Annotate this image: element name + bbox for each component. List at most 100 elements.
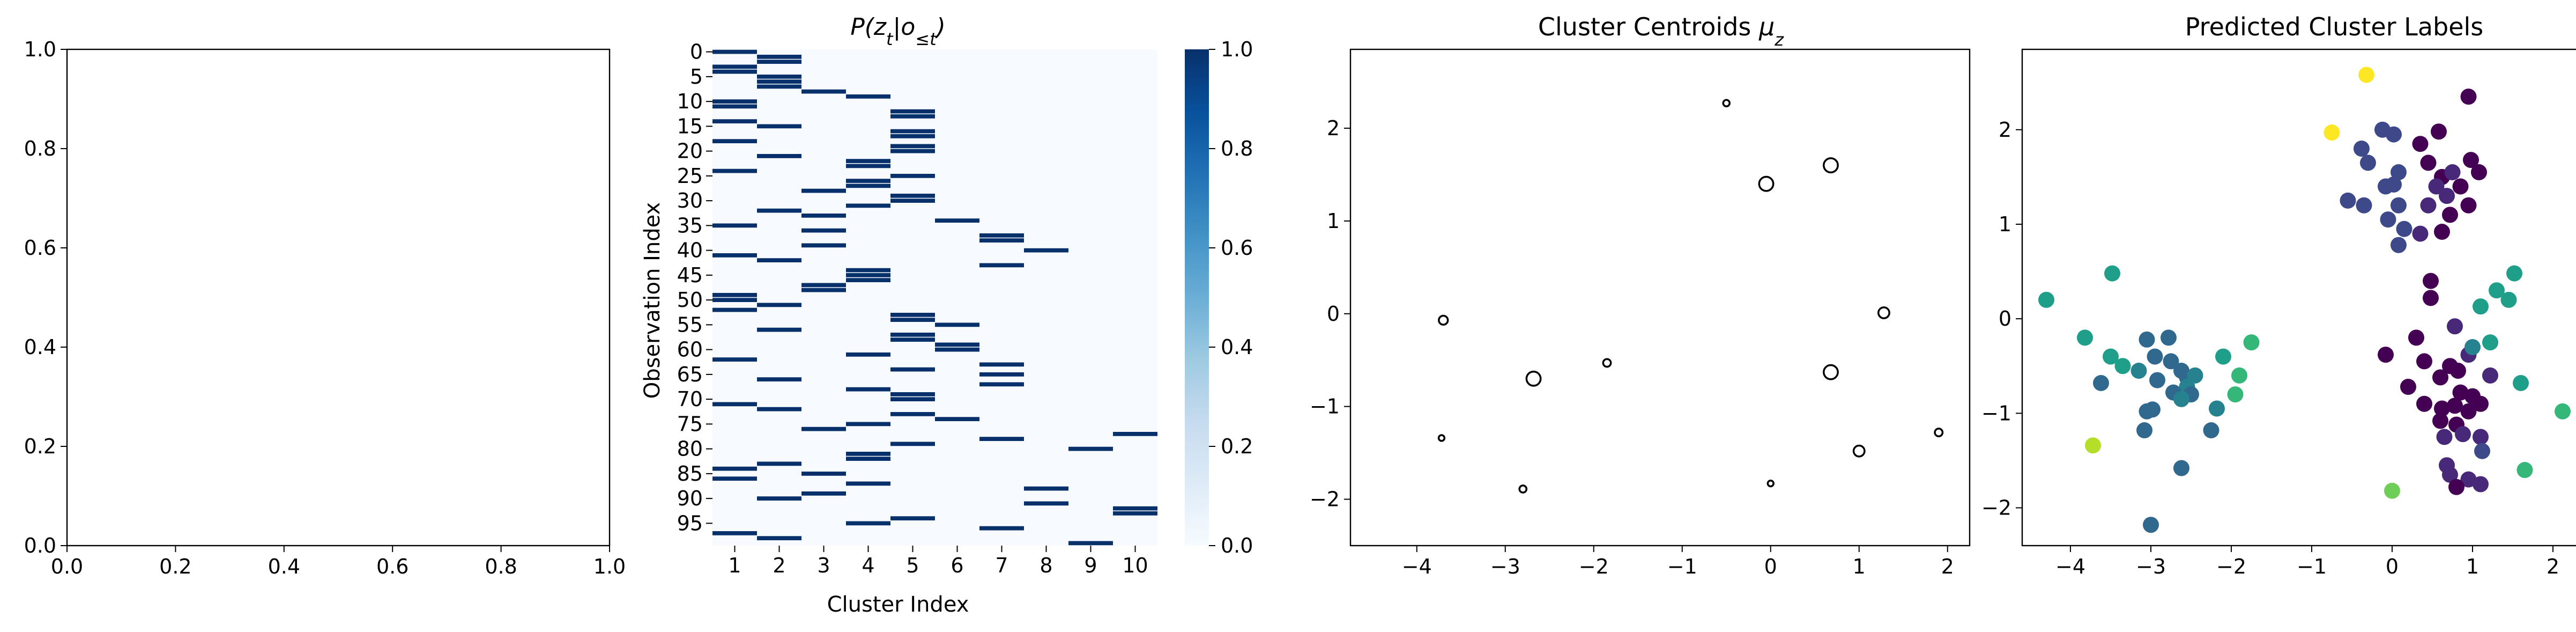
cluster-point xyxy=(2444,164,2461,181)
cluster-point xyxy=(2489,282,2505,299)
heatmap-y-tick-label: 5 xyxy=(690,65,703,89)
heatmap-y-tick-label: 45 xyxy=(677,263,703,287)
cluster-point xyxy=(2420,155,2437,171)
heatmap-x-tick-label: 3 xyxy=(817,554,830,577)
heatmap-cell xyxy=(846,94,890,99)
heatmap-cell xyxy=(935,218,979,223)
cluster-point xyxy=(2473,395,2489,412)
heatmap-title: P(zt|o≤t) xyxy=(850,13,946,49)
heatmap-panel: P(zt|o≤t) Cluster Index Observation Inde… xyxy=(640,13,1253,617)
heatmap-cell xyxy=(890,134,935,138)
labels-y-tick-label: −1 xyxy=(1981,401,2011,425)
heatmap-x-axis-label: Cluster Index xyxy=(827,592,969,617)
heatmap-y-tick-label: 10 xyxy=(677,90,703,113)
heatmap-cell xyxy=(712,476,757,481)
heatmap-cell xyxy=(801,213,846,218)
heatmap-cell xyxy=(757,303,801,307)
centroid-marker xyxy=(1934,428,1944,438)
cluster-point xyxy=(2432,413,2448,429)
plot-area xyxy=(1350,49,1970,546)
cluster-point xyxy=(2434,400,2450,417)
heatmap-cell xyxy=(801,288,846,292)
heatmap-x-tick-label: 8 xyxy=(1040,554,1052,577)
cluster-point xyxy=(2143,517,2159,533)
heatmap-cell xyxy=(757,54,801,59)
heatmap-cell xyxy=(846,203,890,208)
labels-x-tick-label: −2 xyxy=(2216,555,2246,578)
cluster-point xyxy=(2209,400,2225,417)
cluster-point xyxy=(2161,329,2177,346)
centroid-marker xyxy=(1823,157,1839,174)
cluster-point xyxy=(2384,482,2400,499)
centroid-marker xyxy=(1525,370,1542,387)
labels-x-tick-label: 2 xyxy=(2547,555,2559,578)
heatmap-y-tick-label: 85 xyxy=(677,462,703,486)
heatmap-cell xyxy=(712,531,757,535)
heatmap-cell xyxy=(757,79,801,84)
cluster-point xyxy=(2391,237,2407,253)
heatmap-cell xyxy=(890,144,935,149)
heatmap-y-tick-label: 70 xyxy=(677,387,703,411)
cluster-point xyxy=(2227,386,2244,403)
cluster-point xyxy=(2452,384,2469,401)
heatmap-cell xyxy=(1113,431,1157,436)
heatmap-background xyxy=(712,49,1157,546)
centroid-marker xyxy=(1766,480,1775,488)
heatmap-cell xyxy=(757,536,801,541)
labels-x-tick-label: −3 xyxy=(2136,555,2166,578)
heatmap-y-tick-label: 95 xyxy=(677,511,703,535)
panel1-x-tick-label: 0.2 xyxy=(159,555,191,578)
heatmap-cell xyxy=(890,312,935,317)
heatmap-cell xyxy=(712,119,757,124)
heatmap-cell xyxy=(757,461,801,466)
heatmap-cell xyxy=(757,208,801,213)
heatmap-y-tick-label: 15 xyxy=(677,114,703,138)
heatmap-cell xyxy=(757,496,801,501)
heatmap-x-tick-label: 6 xyxy=(951,554,963,577)
heatmap-cell xyxy=(846,183,890,188)
heatmap-cell xyxy=(979,382,1024,387)
heatmap-cell xyxy=(1068,446,1113,451)
heatmap-cell xyxy=(757,84,801,89)
cluster-point xyxy=(2500,291,2517,308)
heatmap-cell xyxy=(979,437,1024,442)
heatmap-cell xyxy=(890,337,935,342)
cluster-point xyxy=(2482,367,2498,384)
heatmap-cell xyxy=(890,332,935,337)
labels-x-tick-label: 1 xyxy=(2466,555,2479,578)
cluster-point xyxy=(2452,178,2469,195)
cluster-point xyxy=(2391,164,2407,181)
cluster-point xyxy=(2447,398,2463,414)
labels-x-tick-label: −1 xyxy=(2297,555,2327,578)
centroid-marker xyxy=(1518,484,1528,494)
heatmap-x-tick-label: 1 xyxy=(728,554,741,577)
heatmap-cell xyxy=(846,164,890,168)
heatmap-cell xyxy=(801,427,846,431)
heatmap-y-tick-label: 35 xyxy=(677,214,703,237)
heatmap-cell xyxy=(801,89,846,94)
heatmap-cell xyxy=(712,99,757,104)
heatmap-cell xyxy=(1113,506,1157,511)
heatmap-cell xyxy=(712,139,757,144)
labels-x-tick-label: 0 xyxy=(2386,555,2399,578)
cluster-point xyxy=(2460,197,2477,214)
heatmap-cell xyxy=(712,168,757,173)
heatmap-cell xyxy=(801,228,846,233)
heatmap-cell xyxy=(757,74,801,79)
heatmap-cell xyxy=(712,104,757,109)
heatmap-cell xyxy=(890,109,935,114)
heatmap-x-tick-label: 7 xyxy=(995,554,1008,577)
centroids-x-tick-label: 1 xyxy=(1853,555,1866,578)
heatmap-cell xyxy=(801,471,846,476)
heatmap-cell xyxy=(890,173,935,178)
cluster-point xyxy=(2442,466,2458,483)
cluster-point xyxy=(2412,136,2429,152)
cluster-point xyxy=(2104,265,2120,282)
heatmap-x-tick-label: 4 xyxy=(862,554,874,577)
heatmap-cell xyxy=(935,322,979,327)
cluster-point xyxy=(2412,225,2429,242)
heatmap-x-tick-label: 10 xyxy=(1122,554,1148,577)
cluster-point xyxy=(2471,164,2487,181)
colorbar-tick-label: 0.6 xyxy=(1221,236,1253,260)
heatmap-cell xyxy=(935,347,979,352)
